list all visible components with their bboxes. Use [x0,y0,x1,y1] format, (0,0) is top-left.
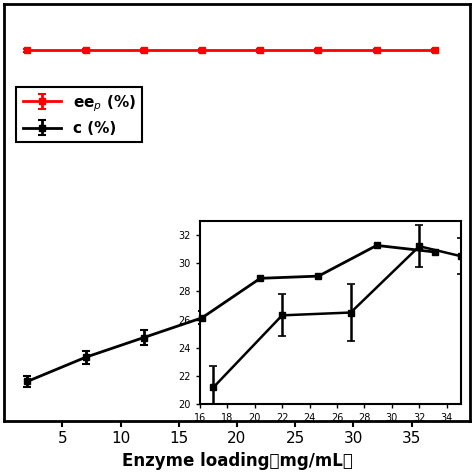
X-axis label: Enzyme loading（mg/mL）: Enzyme loading（mg/mL） [121,452,353,470]
Legend: ee$_p$ (%), c (%): ee$_p$ (%), c (%) [17,87,142,142]
